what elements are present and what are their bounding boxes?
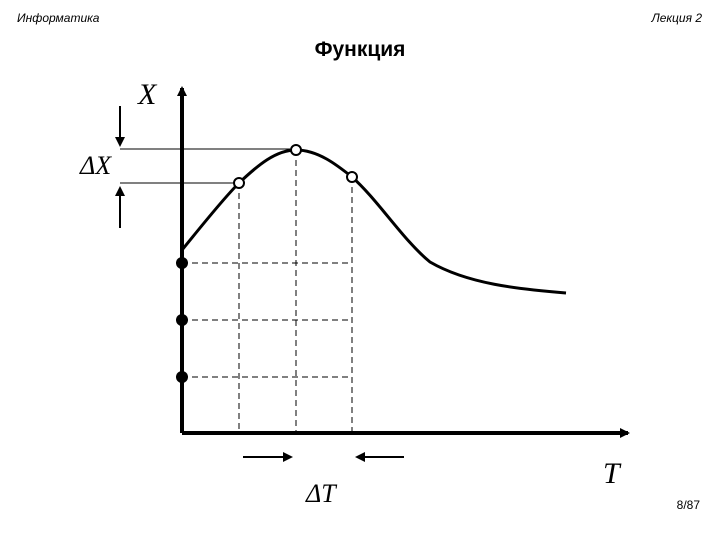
sample-point bbox=[233, 177, 245, 189]
course-name: Информатика bbox=[17, 11, 100, 25]
quantization-levels bbox=[182, 262, 352, 378]
delta-x-label: ΔX bbox=[79, 151, 112, 180]
y-axis-label: X bbox=[137, 78, 158, 111]
delta-t-label: ΔT bbox=[305, 479, 337, 508]
page-number: 8/87 bbox=[676, 498, 700, 512]
sampling-lines bbox=[238, 150, 353, 433]
level-markers bbox=[176, 257, 188, 383]
slide-title: Функция bbox=[314, 38, 406, 61]
function-curve bbox=[180, 148, 567, 295]
level-marker bbox=[176, 257, 188, 269]
x-axis-label: T bbox=[603, 457, 622, 490]
level-marker bbox=[176, 314, 188, 326]
lecture-label: Лекция 2 bbox=[651, 11, 702, 25]
sample-point bbox=[290, 144, 302, 156]
sample-point bbox=[346, 171, 358, 183]
sample-points bbox=[233, 144, 358, 189]
level-marker bbox=[176, 371, 188, 383]
